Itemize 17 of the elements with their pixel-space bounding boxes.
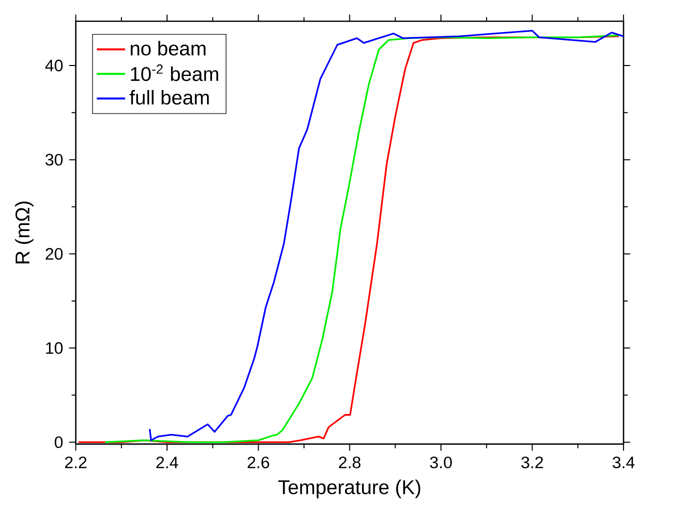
y-tick-label: 40 bbox=[45, 60, 63, 72]
legend-label: 10$^{-2}$ beam bbox=[130, 64, 218, 82]
x-tick-label: 3.0 bbox=[430, 456, 452, 468]
x-tick-label: 3.2 bbox=[521, 456, 543, 468]
legend-label: full beam bbox=[130, 90, 209, 105]
x-tick-label: 2.8 bbox=[338, 456, 360, 468]
x-tick-label: 2.6 bbox=[248, 456, 270, 468]
x-axis-title: Temperature (K) bbox=[278, 480, 420, 498]
y-tick-label: 0 bbox=[54, 436, 63, 448]
x-tick-label: 2.2 bbox=[65, 456, 86, 468]
y-tick-label: 30 bbox=[45, 154, 63, 166]
y-tick-label: 20 bbox=[46, 248, 63, 260]
x-tick-label: 3.4 bbox=[612, 456, 635, 468]
x-tick-label: 2.4 bbox=[156, 456, 178, 468]
y-tick-label: 10 bbox=[46, 342, 63, 354]
legend-label: no beam bbox=[130, 40, 206, 56]
y-axis-title: R (mΩ) bbox=[14, 202, 34, 264]
